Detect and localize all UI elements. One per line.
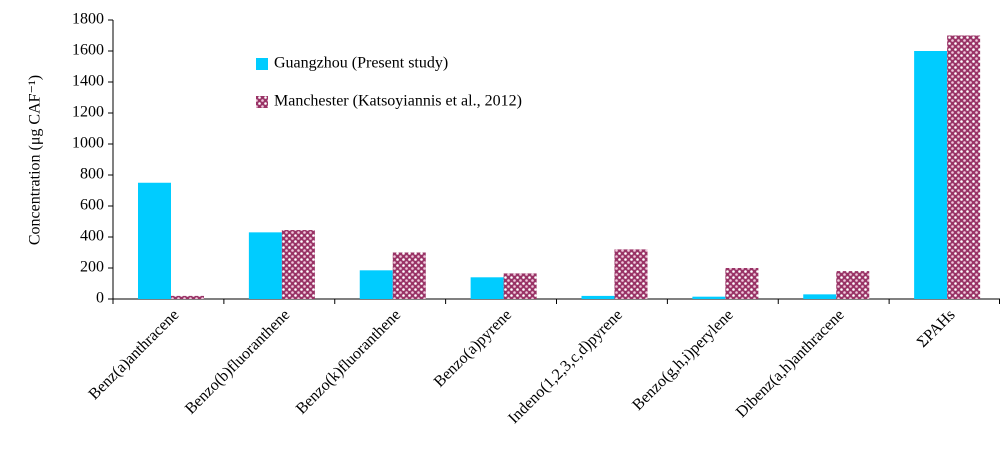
- y-tick-label: 0: [96, 290, 104, 307]
- y-tick-label: 1000: [72, 135, 104, 152]
- bar: [836, 271, 870, 299]
- bar: [692, 296, 726, 299]
- bar: [248, 232, 282, 299]
- x-tick-label: ΣPAHs: [914, 306, 959, 351]
- x-tick-label: Benzo(g,h,i)perylene: [629, 306, 737, 414]
- legend-swatch: [256, 58, 268, 70]
- bar: [171, 295, 204, 299]
- x-tick-label: Indeno(1,2,3,c,d)pyrene: [505, 306, 626, 427]
- bar: [581, 295, 615, 299]
- bar: [392, 252, 426, 299]
- y-tick-label: 200: [80, 259, 104, 276]
- x-tick-label: Benz(a)anthracene: [86, 306, 183, 403]
- y-tick-label: 1600: [72, 42, 104, 59]
- x-tick-label: Dibenz(a,h)anthracene: [733, 306, 848, 421]
- y-tick-label: 400: [80, 228, 104, 245]
- y-tick-label: 800: [80, 166, 104, 183]
- bar: [725, 268, 759, 299]
- legend-swatch: [256, 96, 268, 108]
- x-tick-label: Benzo(k)fluoranthene: [293, 306, 404, 417]
- bar: [803, 294, 837, 299]
- legend-label: Guangzhou (Present study): [274, 55, 448, 72]
- bar: [947, 35, 981, 299]
- x-tick-label: Benzo(b)fluoranthene: [182, 306, 293, 417]
- y-axis-label: Concentration (μg CAF⁻¹): [27, 75, 44, 245]
- bar: [614, 249, 648, 299]
- x-tick-label: Benzo(a)pyrene: [431, 306, 515, 390]
- y-tick-label: 600: [80, 197, 104, 214]
- bar: [281, 230, 315, 299]
- legend-label: Manchester (Katsoyiannis et al., 2012): [274, 93, 522, 110]
- bar: [503, 273, 537, 299]
- y-tick-label: 1200: [72, 104, 104, 121]
- y-tick-label: 1400: [72, 73, 104, 90]
- legend-box: [232, 40, 592, 126]
- y-tick-label: 1800: [72, 11, 104, 28]
- bar: [359, 270, 393, 299]
- bar: [914, 51, 948, 299]
- bar: [138, 182, 171, 299]
- bar: [470, 277, 504, 299]
